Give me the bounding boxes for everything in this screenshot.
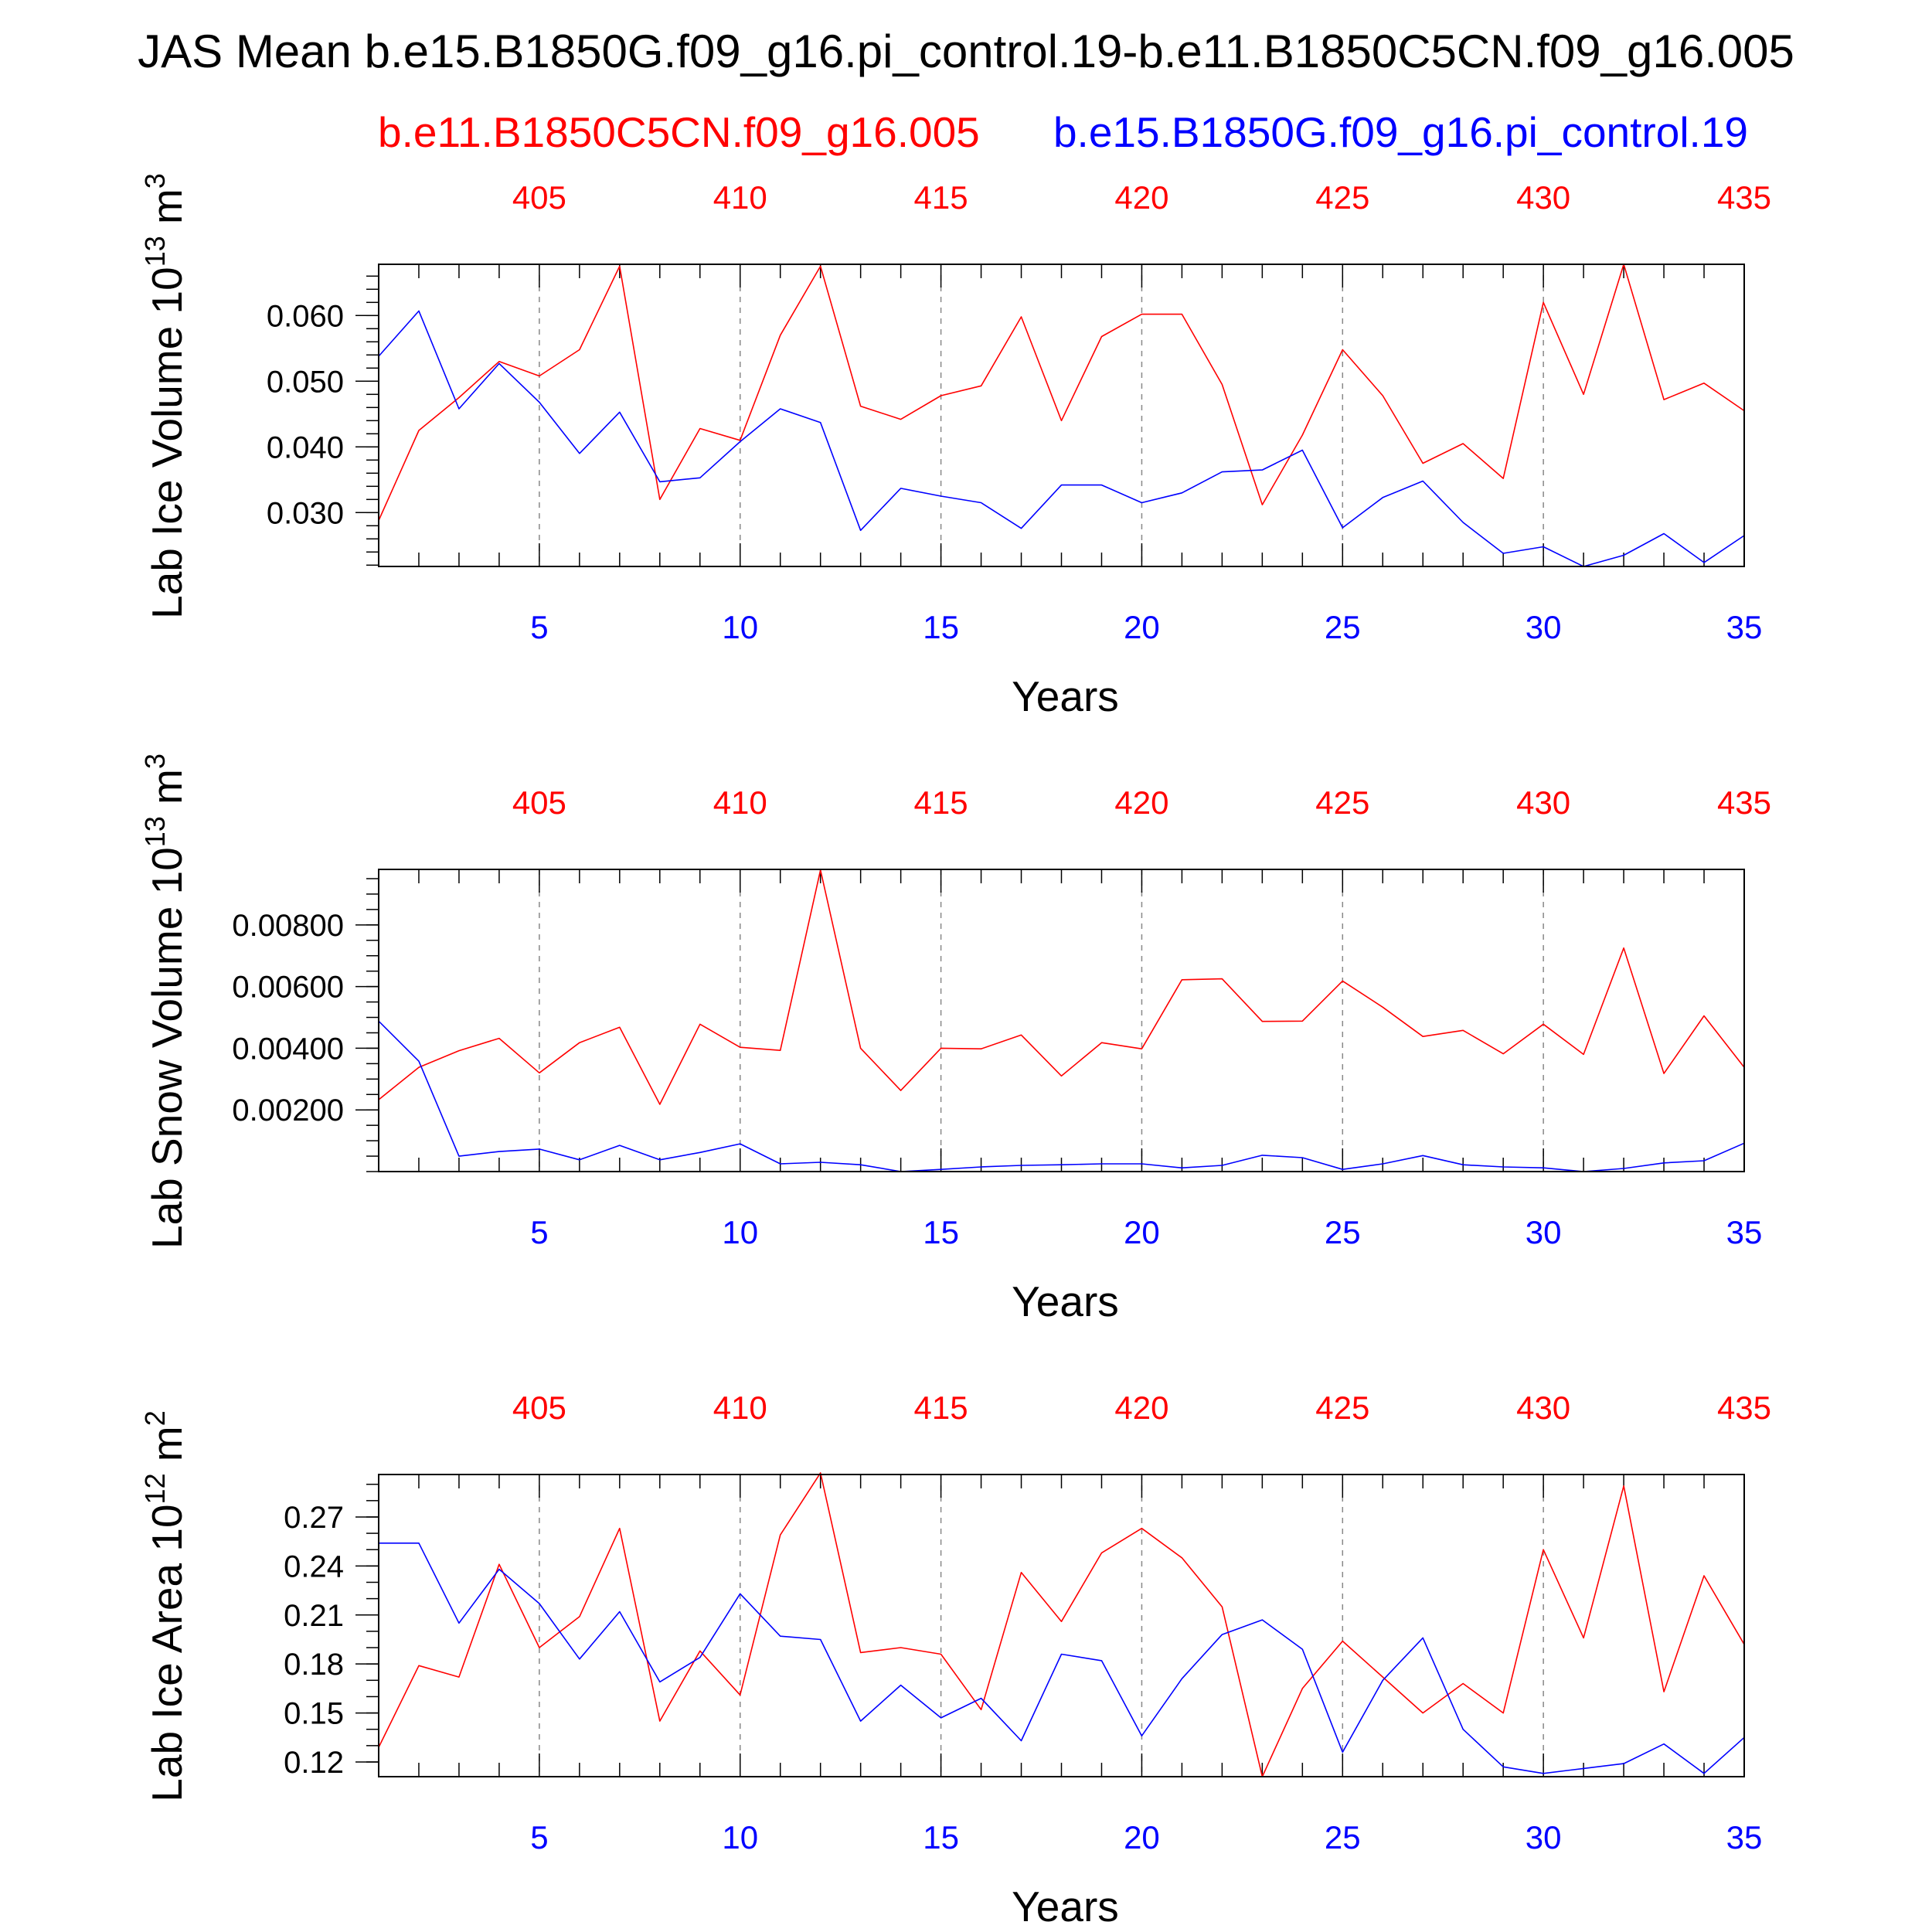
x-tick-label-top: 435 xyxy=(1717,784,1771,821)
x-tick-label-top: 435 xyxy=(1717,179,1771,216)
x-tick-label-bottom: 10 xyxy=(722,1819,758,1855)
y-tick-label: 0.18 xyxy=(284,1648,344,1682)
x-tick-label-bottom: 15 xyxy=(923,1214,959,1250)
x-tick-label-bottom: 10 xyxy=(722,1214,758,1250)
main-title: JAS Mean b.e15.B1850G.f09_g16.pi_control… xyxy=(138,26,1794,77)
x-tick-label-bottom: 25 xyxy=(1325,609,1361,645)
x-axis-label: Years xyxy=(1012,1277,1119,1325)
x-tick-label-bottom: 30 xyxy=(1526,1214,1562,1250)
y-axis-label: Lab Snow Volume 1013 m3 xyxy=(139,753,191,1249)
x-tick-label-top: 405 xyxy=(512,179,566,216)
y-tick-label: 0.00200 xyxy=(232,1094,344,1128)
y-tick-label: 0.050 xyxy=(267,365,344,399)
x-tick-label-bottom: 30 xyxy=(1526,1819,1562,1855)
x-tick-label-bottom: 20 xyxy=(1124,609,1160,645)
x-tick-label-top: 425 xyxy=(1315,784,1369,821)
plot-frame xyxy=(378,869,1745,1172)
x-axis-label: Years xyxy=(1012,1883,1119,1930)
x-tick-label-bottom: 35 xyxy=(1726,1214,1763,1250)
y-tick-label: 0.00400 xyxy=(232,1032,344,1066)
y-tick-label: 0.12 xyxy=(284,1746,344,1780)
x-tick-label-bottom: 25 xyxy=(1325,1214,1361,1250)
y-tick-label: 0.21 xyxy=(284,1599,344,1633)
x-tick-label-top: 405 xyxy=(512,1389,566,1426)
x-tick-label-top: 420 xyxy=(1114,1389,1168,1426)
x-tick-label-top: 430 xyxy=(1516,784,1570,821)
x-tick-label-top: 410 xyxy=(713,784,767,821)
x-tick-label-bottom: 20 xyxy=(1124,1214,1160,1250)
y-tick-label: 0.15 xyxy=(284,1697,344,1731)
x-tick-label-top: 430 xyxy=(1516,1389,1570,1426)
chart-panel-2: 0.00200 0.00400 0.00600 0.00800 5 10 15 20 25 30 3… xyxy=(139,753,1771,1325)
series-line-blue xyxy=(378,310,1745,567)
x-tick-label-top: 415 xyxy=(914,784,968,821)
x-tick-label-top: 415 xyxy=(914,179,968,216)
x-tick-label-bottom: 35 xyxy=(1726,609,1763,645)
x-tick-label-top: 405 xyxy=(512,784,566,821)
series-line-blue xyxy=(378,1020,1745,1172)
y-tick-label: 0.060 xyxy=(267,299,344,333)
x-tick-label-top: 420 xyxy=(1114,784,1168,821)
x-tick-label-bottom: 15 xyxy=(923,1819,959,1855)
chart-panel-3: 0.12 0.15 0.18 0.21 0.24 0.27 5 10 15 20 25 30 35 405… xyxy=(139,1389,1771,1930)
plot-frame xyxy=(378,264,1745,567)
x-tick-label-bottom: 35 xyxy=(1726,1819,1763,1855)
series-line-red xyxy=(378,869,1745,1105)
y-tick-label: 0.00800 xyxy=(232,909,344,943)
x-tick-label-bottom: 10 xyxy=(722,609,758,645)
x-tick-label-bottom: 5 xyxy=(530,1214,548,1250)
x-tick-label-top: 415 xyxy=(914,1389,968,1426)
x-tick-label-top: 425 xyxy=(1315,179,1369,216)
legend-label-red: b.e11.B1850C5CN.f09_g16.005 xyxy=(378,108,980,156)
x-tick-label-bottom: 5 xyxy=(530,609,548,645)
y-axis-label: Lab Ice Volume 1013 m3 xyxy=(139,173,191,619)
x-tick-label-bottom: 25 xyxy=(1325,1819,1361,1855)
y-tick-label: 0.030 xyxy=(267,496,344,530)
plot-frame xyxy=(378,1474,1745,1777)
x-tick-label-bottom: 5 xyxy=(530,1819,548,1855)
x-tick-label-top: 435 xyxy=(1717,1389,1771,1426)
x-tick-label-top: 410 xyxy=(713,179,767,216)
x-tick-label-top: 425 xyxy=(1315,1389,1369,1426)
x-tick-label-bottom: 20 xyxy=(1124,1819,1160,1855)
x-tick-label-bottom: 30 xyxy=(1526,609,1562,645)
x-tick-label-top: 430 xyxy=(1516,179,1570,216)
y-tick-label: 0.040 xyxy=(267,430,344,464)
x-axis-label: Years xyxy=(1012,672,1119,720)
series-line-red xyxy=(378,264,1745,521)
legend-label-blue: b.e15.B1850G.f09_g16.pi_control.19 xyxy=(1053,108,1748,156)
y-tick-label: 0.00600 xyxy=(232,971,344,1005)
series-line-blue xyxy=(379,1543,1745,1774)
chart-panel-1: 0.030 0.040 0.050 0.060 5 10 15 20 25 30 35 405 410 4… xyxy=(139,173,1771,720)
y-tick-label: 0.24 xyxy=(284,1549,344,1583)
series-line-red xyxy=(378,1472,1745,1777)
x-tick-label-top: 410 xyxy=(713,1389,767,1426)
x-tick-label-top: 420 xyxy=(1114,179,1168,216)
y-axis-label: Lab Ice Area 1012 m2 xyxy=(139,1410,191,1801)
x-tick-label-bottom: 15 xyxy=(923,609,959,645)
y-tick-label: 0.27 xyxy=(284,1501,344,1535)
